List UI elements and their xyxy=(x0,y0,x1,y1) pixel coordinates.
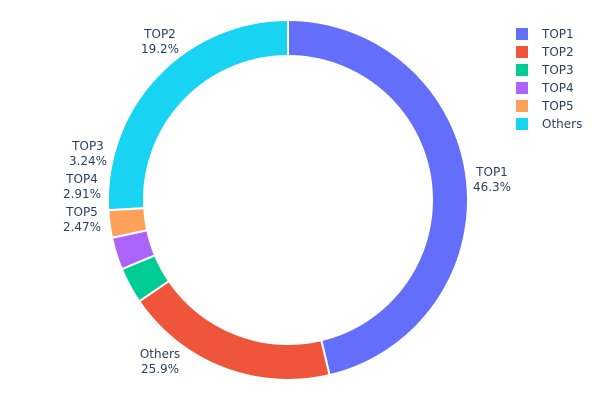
slice-label: TOP3 xyxy=(71,139,104,153)
legend-label: TOP1 xyxy=(541,27,574,41)
slice-label: Others xyxy=(140,347,180,361)
slice-label: TOP2 xyxy=(143,27,176,41)
slice-value-label: 25.9% xyxy=(141,362,179,376)
legend-swatch xyxy=(516,28,528,40)
legend-label: TOP5 xyxy=(541,99,574,113)
legend-label: Others xyxy=(542,117,582,131)
slice-label: TOP1 xyxy=(475,165,508,179)
legend-item-top2[interactable]: TOP2 xyxy=(516,45,574,59)
legend-label: TOP2 xyxy=(541,45,574,59)
slice-value-label: 2.91% xyxy=(63,187,101,201)
legend-swatch xyxy=(516,118,528,130)
legend-swatch xyxy=(516,82,528,94)
slice-value-label: 3.24% xyxy=(69,154,107,168)
slice-others[interactable] xyxy=(107,18,289,212)
legend-item-others[interactable]: Others xyxy=(516,117,582,131)
legend-item-top5[interactable]: TOP5 xyxy=(516,99,574,113)
slice-label: TOP5 xyxy=(65,205,98,219)
slice-value-label: 19.2% xyxy=(141,42,179,56)
legend-swatch xyxy=(516,46,528,58)
slice-value-label: 46.3% xyxy=(473,180,511,194)
slice-value-label: 2.47% xyxy=(63,220,101,234)
legend-label: TOP3 xyxy=(541,63,574,77)
slice-label: TOP4 xyxy=(65,172,98,186)
legend-label: TOP4 xyxy=(541,81,574,95)
slice-top1[interactable] xyxy=(287,18,469,377)
legend-item-top3[interactable]: TOP3 xyxy=(516,63,574,77)
legend-swatch xyxy=(516,100,528,112)
legend-item-top1[interactable]: TOP1 xyxy=(516,27,574,41)
legend-item-top4[interactable]: TOP4 xyxy=(516,81,574,95)
legend-swatch xyxy=(516,64,528,76)
